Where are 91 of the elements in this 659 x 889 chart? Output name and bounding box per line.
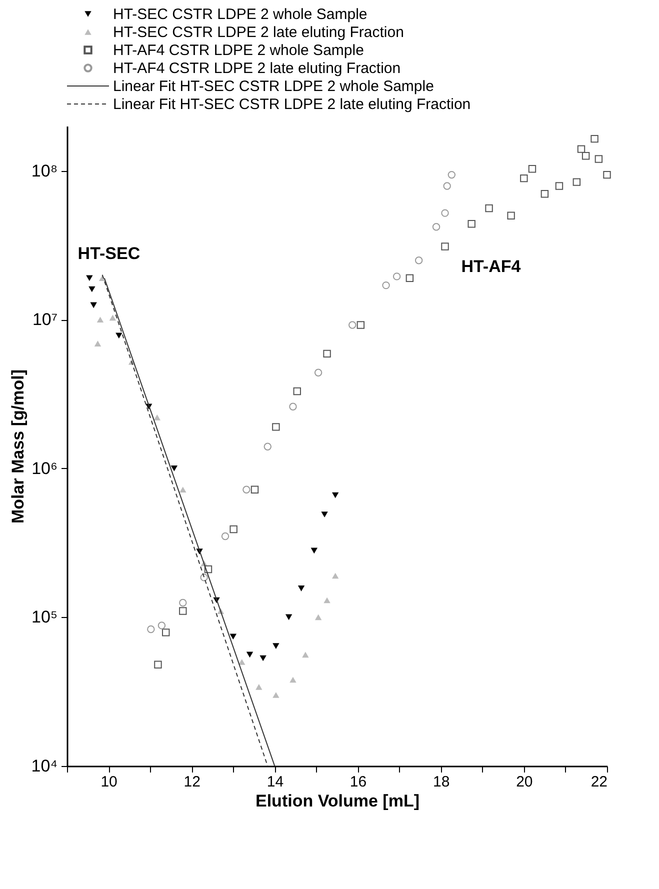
point bbox=[272, 423, 280, 431]
point bbox=[180, 486, 186, 493]
point bbox=[293, 387, 301, 396]
point bbox=[321, 512, 328, 518]
legend-label: Linear Fit HT-SEC CSTR LDPE 2 late eluting Fraction bbox=[113, 96, 471, 113]
annotation: HT-SEC bbox=[78, 244, 140, 263]
point bbox=[577, 145, 586, 153]
point bbox=[468, 220, 476, 228]
point bbox=[414, 256, 423, 264]
x-tick-label: 18 bbox=[433, 774, 450, 790]
point bbox=[204, 565, 212, 574]
point bbox=[314, 368, 322, 376]
point bbox=[242, 486, 250, 494]
point bbox=[582, 152, 590, 160]
point bbox=[603, 170, 611, 179]
point bbox=[332, 492, 339, 498]
point bbox=[441, 242, 449, 250]
legend-label: HT-SEC CSTR LDPE 2 whole Sample bbox=[113, 6, 368, 23]
point bbox=[154, 660, 162, 668]
point bbox=[520, 174, 528, 182]
point bbox=[158, 622, 166, 630]
x-axis-title: Elution Volume [mL] bbox=[255, 792, 420, 810]
point bbox=[230, 634, 237, 640]
point bbox=[238, 659, 246, 665]
annotation: HT-AF4 bbox=[461, 256, 522, 276]
point bbox=[324, 597, 330, 604]
point bbox=[86, 275, 93, 282]
x-tick-label: 20 bbox=[516, 774, 533, 790]
point bbox=[443, 182, 451, 190]
y-axis-title: Molar Mass [g/mol] bbox=[8, 370, 28, 524]
point bbox=[179, 598, 187, 607]
point bbox=[162, 628, 170, 636]
point bbox=[88, 286, 96, 292]
point bbox=[590, 134, 598, 143]
point bbox=[528, 165, 536, 173]
point bbox=[507, 212, 515, 220]
y-tick-label: 10⁶ bbox=[32, 458, 58, 478]
y-tick-label: 10⁸ bbox=[31, 161, 58, 180]
point bbox=[290, 676, 296, 683]
point bbox=[154, 414, 160, 420]
legend-label: Linear Fit HT-SEC CSTR LDPE 2 whole Sample bbox=[113, 78, 434, 95]
point bbox=[448, 170, 456, 179]
point bbox=[250, 486, 259, 494]
point bbox=[109, 314, 116, 321]
point bbox=[594, 155, 603, 163]
point bbox=[289, 402, 297, 410]
y-tick-label: 10⁵ bbox=[32, 608, 58, 627]
point bbox=[555, 182, 564, 190]
point bbox=[221, 532, 230, 540]
point bbox=[147, 625, 155, 634]
point bbox=[302, 652, 309, 658]
y-tick-label: 10⁷ bbox=[32, 310, 58, 330]
point bbox=[332, 572, 339, 579]
point bbox=[170, 465, 178, 472]
point bbox=[310, 548, 318, 554]
point bbox=[200, 574, 208, 582]
point bbox=[272, 692, 280, 698]
legend-label: HT-SEC CSTR LDPE 2 late eluting Fraction bbox=[113, 24, 404, 41]
point bbox=[179, 607, 187, 615]
x-tick-label: 14 bbox=[266, 774, 284, 790]
point bbox=[298, 586, 305, 592]
x-tick-label: 12 bbox=[184, 774, 200, 790]
point bbox=[272, 643, 280, 649]
point bbox=[230, 525, 238, 534]
point bbox=[260, 655, 266, 662]
point bbox=[392, 272, 401, 280]
point bbox=[314, 614, 322, 620]
x-tick-label: 10 bbox=[100, 774, 118, 790]
point bbox=[348, 321, 356, 329]
point bbox=[540, 190, 549, 198]
point bbox=[323, 350, 331, 358]
point bbox=[285, 614, 292, 620]
point bbox=[441, 209, 449, 217]
point bbox=[94, 340, 102, 346]
point bbox=[432, 223, 440, 231]
point bbox=[356, 321, 365, 329]
point bbox=[90, 302, 97, 308]
x-tick-label: 16 bbox=[350, 774, 367, 790]
legend-label: HT-AF4 CSTR LDPE 2 late eluting Fraction bbox=[113, 60, 401, 77]
y-tick-label: 10⁴ bbox=[31, 756, 58, 776]
x-tick-label: 22 bbox=[590, 774, 608, 790]
point bbox=[256, 684, 262, 690]
point bbox=[96, 316, 104, 322]
point bbox=[246, 652, 254, 658]
point bbox=[382, 281, 390, 290]
point bbox=[572, 178, 581, 186]
point bbox=[406, 274, 414, 282]
point bbox=[264, 442, 272, 450]
legend-label: HT-AF4 CSTR LDPE 2 whole Sample bbox=[113, 42, 364, 59]
point bbox=[485, 204, 493, 212]
point bbox=[116, 332, 122, 339]
